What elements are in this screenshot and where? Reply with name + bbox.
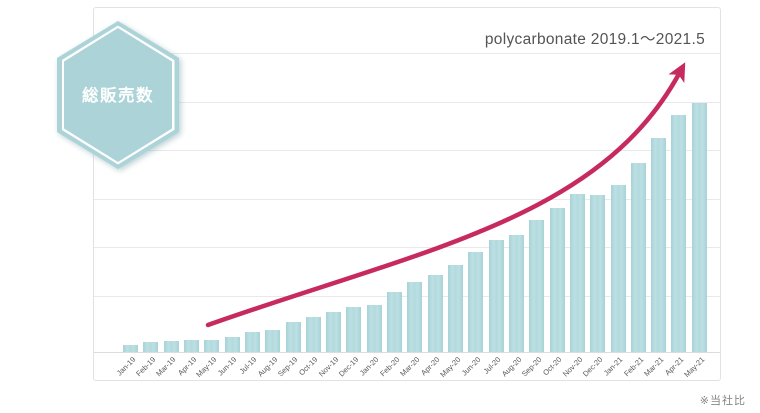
x-tick-label: Feb-21 <box>621 355 645 379</box>
bar-Dec-19 <box>346 307 362 352</box>
x-tick-label: Apr-20 <box>419 355 442 378</box>
bar-series <box>123 52 707 352</box>
bar-May-20 <box>448 264 463 352</box>
x-tick-label: Aug-19 <box>255 355 280 379</box>
bar-Sep-20 <box>529 220 545 352</box>
bar-Nov-19 <box>326 312 342 352</box>
chart-title: polycarbonate 2019.1～2021.5 <box>484 31 705 48</box>
bar-Mar-20 <box>407 282 423 352</box>
x-tick-label: Jun-20 <box>459 355 483 378</box>
x-tick-label: Jan-21 <box>601 355 625 378</box>
bar-Feb-20 <box>387 292 403 352</box>
x-tick-label: Jul-19 <box>237 355 259 376</box>
bar-Jun-19 <box>224 337 240 352</box>
total-sales-badge: 総販売数 <box>57 21 179 169</box>
bar-Jan-21 <box>610 185 626 352</box>
x-tick-label: Mar-19 <box>154 355 178 379</box>
bar-Aug-19 <box>265 329 281 352</box>
x-tick-label: Sep-19 <box>275 355 300 379</box>
bar-Jun-20 <box>468 252 484 352</box>
badge-label: 総販売数 <box>82 87 154 106</box>
bar-Apr-21 <box>671 115 687 352</box>
bar-May-21 <box>691 103 707 352</box>
bar-Jul-20 <box>488 239 504 352</box>
bar-Sep-19 <box>285 322 301 352</box>
plot-frame: polycarbonate 2019.1～2021.5 Jan-19 Feb-19… <box>93 7 721 381</box>
x-tick-label: Nov-20 <box>560 355 584 379</box>
bar-Apr-19 <box>183 339 199 352</box>
x-tick-label: Mar-21 <box>641 355 666 379</box>
bar-Jan-20 <box>366 304 382 352</box>
bar-Mar-19 <box>163 340 179 352</box>
x-tick-label: Jun-19 <box>215 355 239 378</box>
x-tick-label: Dec-20 <box>580 355 605 379</box>
footnote: ※当社比 <box>699 395 746 407</box>
bar-Aug-20 <box>508 235 524 352</box>
x-tick-label: Apr-21 <box>663 355 686 378</box>
gridline <box>94 53 720 54</box>
x-tick-label: May-19 <box>194 355 219 380</box>
x-tick-label: Feb-19 <box>133 355 158 379</box>
x-tick-label: Nov-19 <box>316 355 341 379</box>
x-tick-label: Dec-19 <box>336 355 361 379</box>
bar-Feb-21 <box>630 162 646 352</box>
x-tick-label: May-20 <box>437 355 462 380</box>
x-tick-label: May-21 <box>681 355 706 380</box>
x-tick-label: Apr-19 <box>175 355 198 378</box>
x-tick-label: Jan-19 <box>114 355 137 378</box>
x-axis-line <box>94 352 720 353</box>
bar-Feb-19 <box>143 342 159 352</box>
bar-Nov-20 <box>569 193 585 352</box>
bar-Mar-21 <box>651 137 667 352</box>
bar-Jul-19 <box>244 332 260 352</box>
bar-Oct-20 <box>549 207 565 352</box>
bar-Dec-20 <box>590 195 606 352</box>
x-tick-label: Aug-20 <box>499 355 523 379</box>
x-tick-label: Oct-20 <box>541 355 564 378</box>
x-tick-label: Jan-20 <box>358 355 381 378</box>
bar-Oct-19 <box>305 317 321 352</box>
bar-Apr-20 <box>427 274 443 352</box>
x-tick-label: Feb-20 <box>377 355 402 379</box>
x-tick-label: Mar-20 <box>398 355 422 379</box>
bar-May-19 <box>204 339 220 352</box>
x-tick-label: Oct-19 <box>297 355 320 378</box>
x-tick-label: Sep-20 <box>519 355 544 379</box>
x-tick-label: Jul-20 <box>481 355 503 376</box>
bar-Jan-19 <box>123 344 138 352</box>
